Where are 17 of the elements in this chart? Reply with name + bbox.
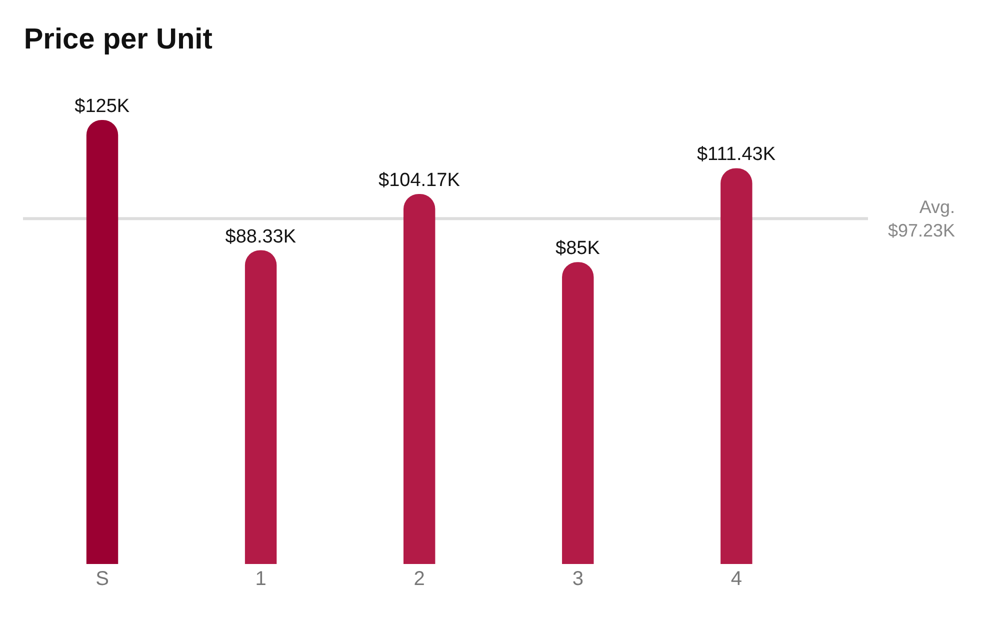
- bar: [244, 250, 277, 564]
- ref-line-label: Avg. $97.23K: [888, 197, 956, 240]
- bar: [86, 120, 118, 564]
- data-label: $104.17K: [378, 170, 460, 191]
- bar: [562, 262, 594, 564]
- data-label: $85K: [556, 238, 600, 260]
- data-label: $125K: [74, 96, 130, 117]
- data-label: $111.43K: [696, 144, 776, 166]
- x-tick-label: 4: [730, 568, 742, 590]
- x-tick-label: 2: [414, 568, 425, 590]
- bar: [403, 194, 436, 564]
- bar: [720, 168, 752, 564]
- data-label: $88.33K: [225, 226, 296, 248]
- chart-title: Price per Unit: [24, 23, 213, 56]
- x-tick-label: 1: [255, 568, 266, 590]
- x-tick-label: S: [96, 568, 109, 590]
- x-tick-label: 3: [572, 568, 584, 590]
